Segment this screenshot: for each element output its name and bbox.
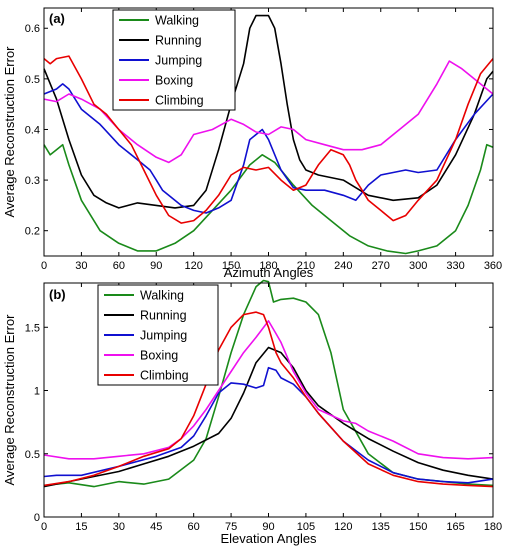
x-tick-label: 180 bbox=[484, 521, 502, 533]
legend-entry-climbing: Climbing bbox=[155, 94, 204, 108]
x-tick-label: 300 bbox=[409, 260, 427, 272]
legend-entry-walking: Walking bbox=[140, 289, 184, 303]
x-axis-label: Elevation Angles bbox=[220, 531, 317, 546]
x-tick-label: 60 bbox=[113, 260, 125, 272]
x-tick-label: 105 bbox=[297, 521, 315, 533]
x-tick-label: 45 bbox=[150, 521, 162, 533]
x-tick-label: 30 bbox=[113, 521, 125, 533]
x-tick-label: 0 bbox=[41, 521, 47, 533]
x-tick-label: 360 bbox=[484, 260, 502, 272]
x-tick-label: 90 bbox=[150, 260, 162, 272]
y-tick-label: 1 bbox=[34, 386, 40, 398]
series-line-walking bbox=[43, 279, 494, 488]
x-tick-label: 270 bbox=[372, 260, 390, 272]
legend-entry-climbing: Climbing bbox=[140, 369, 189, 383]
x-tick-label: 210 bbox=[297, 260, 315, 272]
legend-entry-boxing: Boxing bbox=[140, 349, 178, 363]
x-tick-label: 0 bbox=[41, 260, 47, 272]
x-tick-label: 75 bbox=[225, 521, 237, 533]
series-line-jumping bbox=[43, 366, 494, 484]
series-line-boxing bbox=[43, 320, 494, 460]
x-tick-label: 330 bbox=[446, 260, 464, 272]
x-tick-label: 135 bbox=[372, 521, 390, 533]
y-axis-label: Average Reconstruction Error bbox=[2, 314, 17, 486]
x-axis-label: Azimuth Angles bbox=[224, 265, 314, 280]
legend-entry-jumping: Jumping bbox=[140, 329, 187, 343]
series-line-boxing bbox=[43, 60, 494, 164]
series-line-jumping bbox=[43, 83, 494, 214]
series-line-running bbox=[43, 14, 494, 209]
y-tick-label: 0.2 bbox=[25, 226, 40, 238]
y-tick-label: 0.6 bbox=[25, 23, 40, 35]
x-tick-label: 15 bbox=[75, 521, 87, 533]
x-tick-label: 240 bbox=[334, 260, 352, 272]
y-tick-label: 0.5 bbox=[25, 449, 40, 461]
y-tick-label: 0.4 bbox=[25, 124, 40, 136]
y-tick-label: 1.5 bbox=[25, 322, 40, 334]
x-tick-label: 150 bbox=[222, 260, 240, 272]
panel-b: 0 15 30 45 60 75 90 105 120 135 150 165 180 0 0.5 1 1.5 (… bbox=[2, 279, 502, 546]
legend-entry-boxing: Boxing bbox=[155, 74, 193, 88]
y-tick-label: 0.5 bbox=[25, 74, 40, 86]
x-tick-label: 165 bbox=[446, 521, 464, 533]
plot-frame bbox=[43, 7, 494, 257]
panel-a: 0 30 60 90 120 150 180 210 240 270 300 330 360 0.2 0.3… bbox=[2, 7, 502, 280]
x-tick-label: 150 bbox=[409, 521, 427, 533]
x-tick-label: 120 bbox=[334, 521, 352, 533]
series-line-climbing bbox=[43, 55, 494, 224]
x-tick-label: 30 bbox=[75, 260, 87, 272]
y-tick-label: 0 bbox=[34, 512, 40, 524]
x-tick-label: 60 bbox=[188, 521, 200, 533]
legend-entry-running: Running bbox=[140, 309, 187, 323]
legend-entry-jumping: Jumping bbox=[155, 54, 202, 68]
legend-entry-running: Running bbox=[155, 34, 202, 48]
panel-label: (a) bbox=[49, 11, 65, 26]
y-tick-label: 0.3 bbox=[25, 175, 40, 187]
panel-label: (b) bbox=[49, 287, 66, 302]
legend-entry-walking: Walking bbox=[155, 14, 199, 28]
series-line-walking bbox=[43, 143, 494, 255]
x-tick-label: 120 bbox=[184, 260, 202, 272]
x-tick-label: 90 bbox=[262, 521, 274, 533]
series-line-running bbox=[43, 346, 494, 488]
legend: Walking Running Jumping Boxing Climbing bbox=[97, 284, 219, 386]
y-axis-label: Average Reconstruction Error bbox=[2, 46, 17, 218]
legend: Walking Running Jumping Boxing Climbing bbox=[112, 9, 236, 111]
series-line-climbing bbox=[43, 311, 494, 488]
x-tick-label: 180 bbox=[259, 260, 277, 272]
